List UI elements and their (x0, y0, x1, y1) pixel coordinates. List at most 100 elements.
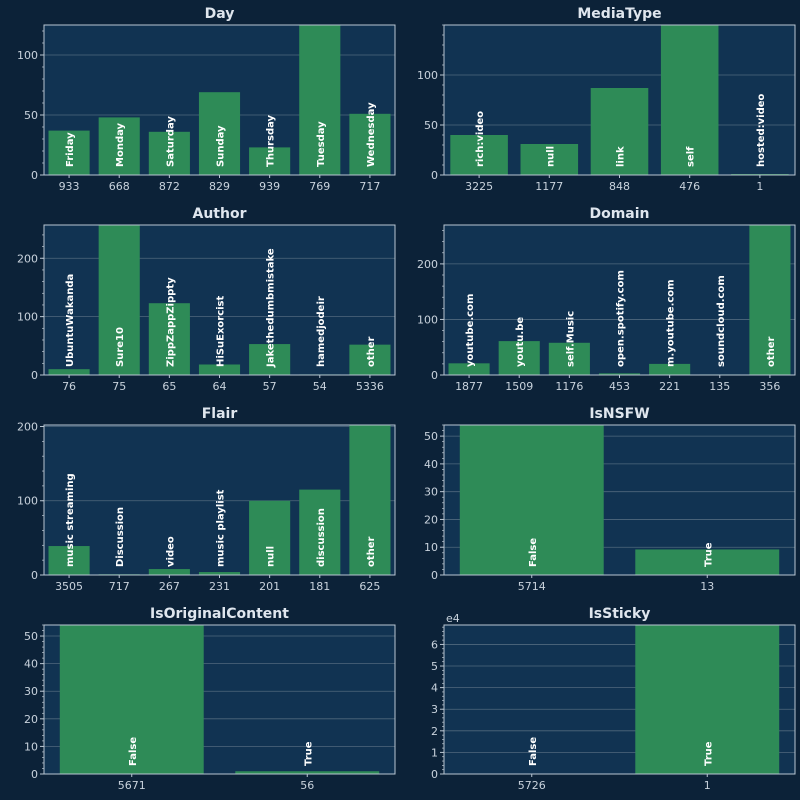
bar-category-label: rich:video (475, 111, 486, 167)
bar (459, 425, 604, 575)
y-tick-label: 0 (431, 369, 438, 382)
y-tick-label: 0 (431, 169, 438, 182)
chart-panel-1: rich:video 3225 null 1177 link 848 self 476 host… (417, 6, 796, 193)
x-tick-label: 76 (62, 380, 76, 393)
bar (349, 425, 391, 575)
y-tick-label: 10 (424, 541, 438, 554)
bar-category-label: True (303, 741, 314, 766)
axes-frame (443, 424, 796, 576)
bar-category-label: soundcloud.com (716, 275, 727, 367)
bar (48, 369, 90, 375)
bar-category-label: null (266, 546, 277, 567)
bar-category-label: other (366, 536, 377, 567)
bar-category-label: hamedjodeir (316, 296, 327, 367)
y-tick-label: 0 (31, 569, 38, 582)
x-tick-label: 829 (209, 180, 230, 193)
x-tick-label: 1877 (455, 380, 483, 393)
bar-category-label: m.youtube.com (666, 279, 677, 367)
x-tick-label: 717 (109, 580, 130, 593)
bar (448, 363, 490, 375)
bar (98, 225, 140, 375)
x-tick-label: 201 (259, 580, 280, 593)
bar (548, 342, 590, 375)
bar (235, 771, 380, 774)
x-tick-label: 5671 (118, 779, 146, 792)
axes-frame (443, 624, 796, 775)
y-tick-label: 0 (431, 768, 438, 781)
bar-category-label: null (545, 146, 556, 167)
y-tick-label: 100 (417, 313, 438, 326)
x-tick-label: 1509 (505, 380, 533, 393)
bar-category-label: hosted:video (756, 93, 767, 167)
x-tick-label: 625 (359, 580, 380, 593)
x-tick-label: 231 (209, 580, 230, 593)
bar (598, 373, 641, 375)
chart-panel-6: False 5671 True 56 0 10 20 30 40 50 IsOriginalCont… (24, 606, 396, 792)
bar-category-label: open.spotify.com (616, 270, 627, 367)
x-tick-label: 5714 (518, 580, 546, 593)
bar (48, 546, 90, 575)
bar-category-label: Tuesday (316, 121, 327, 167)
bar (148, 569, 190, 575)
bar-category-label: other (366, 336, 377, 367)
axes-frame (443, 224, 796, 376)
bar (148, 131, 190, 175)
x-tick-label: 221 (659, 380, 680, 393)
x-tick-label: 5336 (356, 380, 384, 393)
bar-category-label: UbuntuWakanda (65, 274, 76, 367)
y-tick-label: 3 (431, 703, 438, 716)
bar-category-label: Discussion (115, 507, 126, 567)
bar-category-label: Saturday (165, 116, 176, 167)
y-tick-label: 100 (17, 495, 38, 508)
y-tick-label: 2 (431, 725, 438, 738)
y-tick-label: 4 (431, 682, 438, 695)
bar (249, 344, 291, 375)
bar-category-label: Friday (65, 132, 76, 167)
x-tick-label: 135 (709, 380, 730, 393)
axes-frame (443, 24, 796, 176)
x-tick-label: 13 (700, 580, 714, 593)
bar (649, 363, 691, 375)
bar-category-label: music streaming (65, 473, 76, 567)
bar-category-label: HiSuExorcist (216, 295, 227, 367)
bar (498, 341, 540, 375)
bar-category-label: discussion (316, 508, 327, 567)
bar-category-label: False (528, 538, 539, 567)
bar (59, 625, 204, 774)
x-tick-label: 3225 (465, 180, 493, 193)
bar-category-label: link (616, 146, 627, 167)
y-tick-label: 100 (17, 49, 38, 62)
bar-category-label: False (128, 737, 139, 766)
chart-title: IsOriginalContent (150, 606, 289, 622)
x-tick-label: 1176 (555, 380, 583, 393)
bar-category-label: Sunday (216, 125, 227, 167)
bar (198, 92, 241, 175)
bar-category-label: self (686, 146, 697, 167)
bar (349, 113, 391, 175)
bar-category-label: True (703, 542, 714, 567)
axes-frame (43, 424, 396, 576)
y-tick-label: 100 (417, 69, 438, 82)
bar-category-label: Monday (115, 122, 126, 167)
axes-frame (43, 224, 396, 376)
x-tick-label: 57 (263, 380, 277, 393)
chart-panel-4: music streaming 3505 Discussion 717 video 267… (17, 406, 396, 593)
y-tick-label: 50 (24, 630, 38, 643)
chart-panel-7: False 5726 True 1 0 1 2 3 4 5 6 IsSticky e4 (431, 606, 796, 792)
bar (198, 364, 241, 375)
bar (590, 88, 649, 175)
bar-category-label: youtube.com (465, 294, 476, 367)
chart-title: IsNSFW (589, 406, 649, 422)
y-tick-label: 6 (431, 638, 438, 651)
bar (249, 147, 291, 175)
y-tick-label: 20 (24, 713, 38, 726)
x-tick-label: 356 (759, 380, 780, 393)
chart-panel-3: youtube.com 1877 youtu.be 1509 self.Music 117… (417, 206, 796, 393)
chart-title: Flair (202, 406, 238, 422)
x-tick-label: 769 (309, 180, 330, 193)
bar-category-label: Wednesday (366, 102, 377, 167)
bar (749, 225, 791, 375)
x-tick-label: 1 (704, 779, 711, 792)
y-tick-label: 20 (424, 513, 438, 526)
